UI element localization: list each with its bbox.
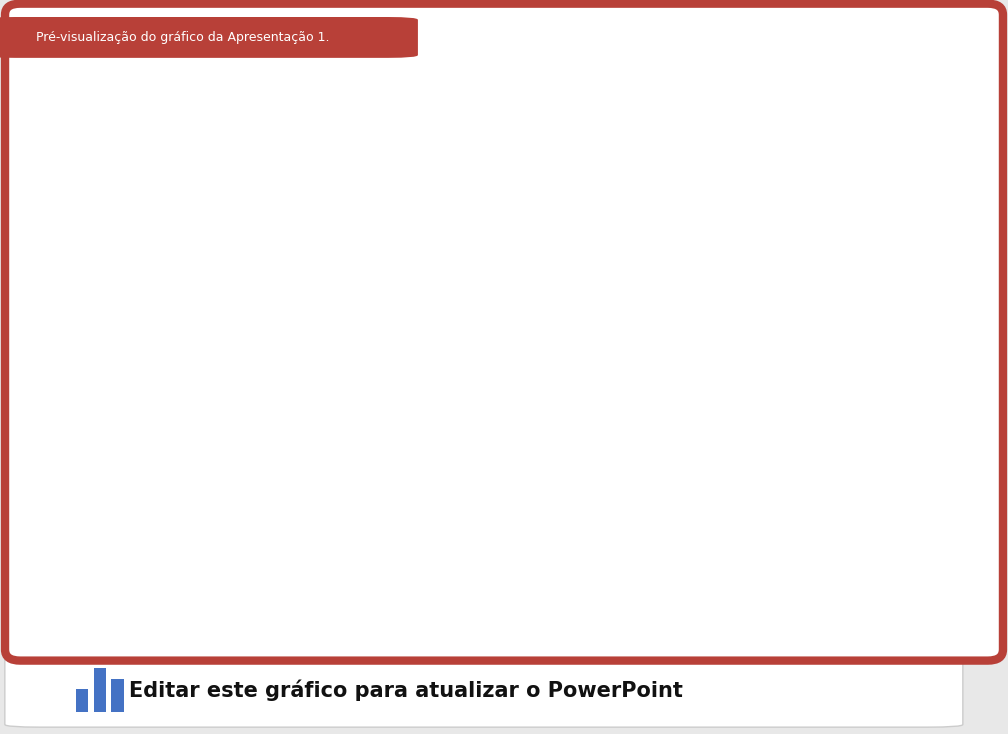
FancyBboxPatch shape xyxy=(0,17,418,58)
Bar xyxy=(140,487,184,536)
Bar xyxy=(447,389,491,536)
Legend: Categoria A, Categoria B, Categoria C: Categoria A, Categoria B, Categoria C xyxy=(309,601,759,619)
Bar xyxy=(94,669,106,712)
Bar xyxy=(184,438,228,536)
Bar xyxy=(403,340,447,536)
Bar xyxy=(111,678,124,712)
Bar xyxy=(359,438,403,536)
Text: Pré-visualização do gráfico da Apresentação 1.: Pré-visualização do gráfico da Apresenta… xyxy=(36,31,330,44)
Bar xyxy=(228,413,271,536)
Bar xyxy=(578,389,622,536)
Bar xyxy=(841,218,884,536)
Title: Gráfico de barras: Gráfico de barras xyxy=(414,51,654,79)
FancyBboxPatch shape xyxy=(5,654,963,727)
Bar xyxy=(622,316,665,536)
Bar xyxy=(884,145,928,536)
Bar xyxy=(76,688,89,712)
Text: Editar este gráfico para atualizar o PowerPoint: Editar este gráfico para atualizar o Pow… xyxy=(129,680,682,702)
Bar xyxy=(797,340,841,536)
Bar xyxy=(665,291,710,536)
